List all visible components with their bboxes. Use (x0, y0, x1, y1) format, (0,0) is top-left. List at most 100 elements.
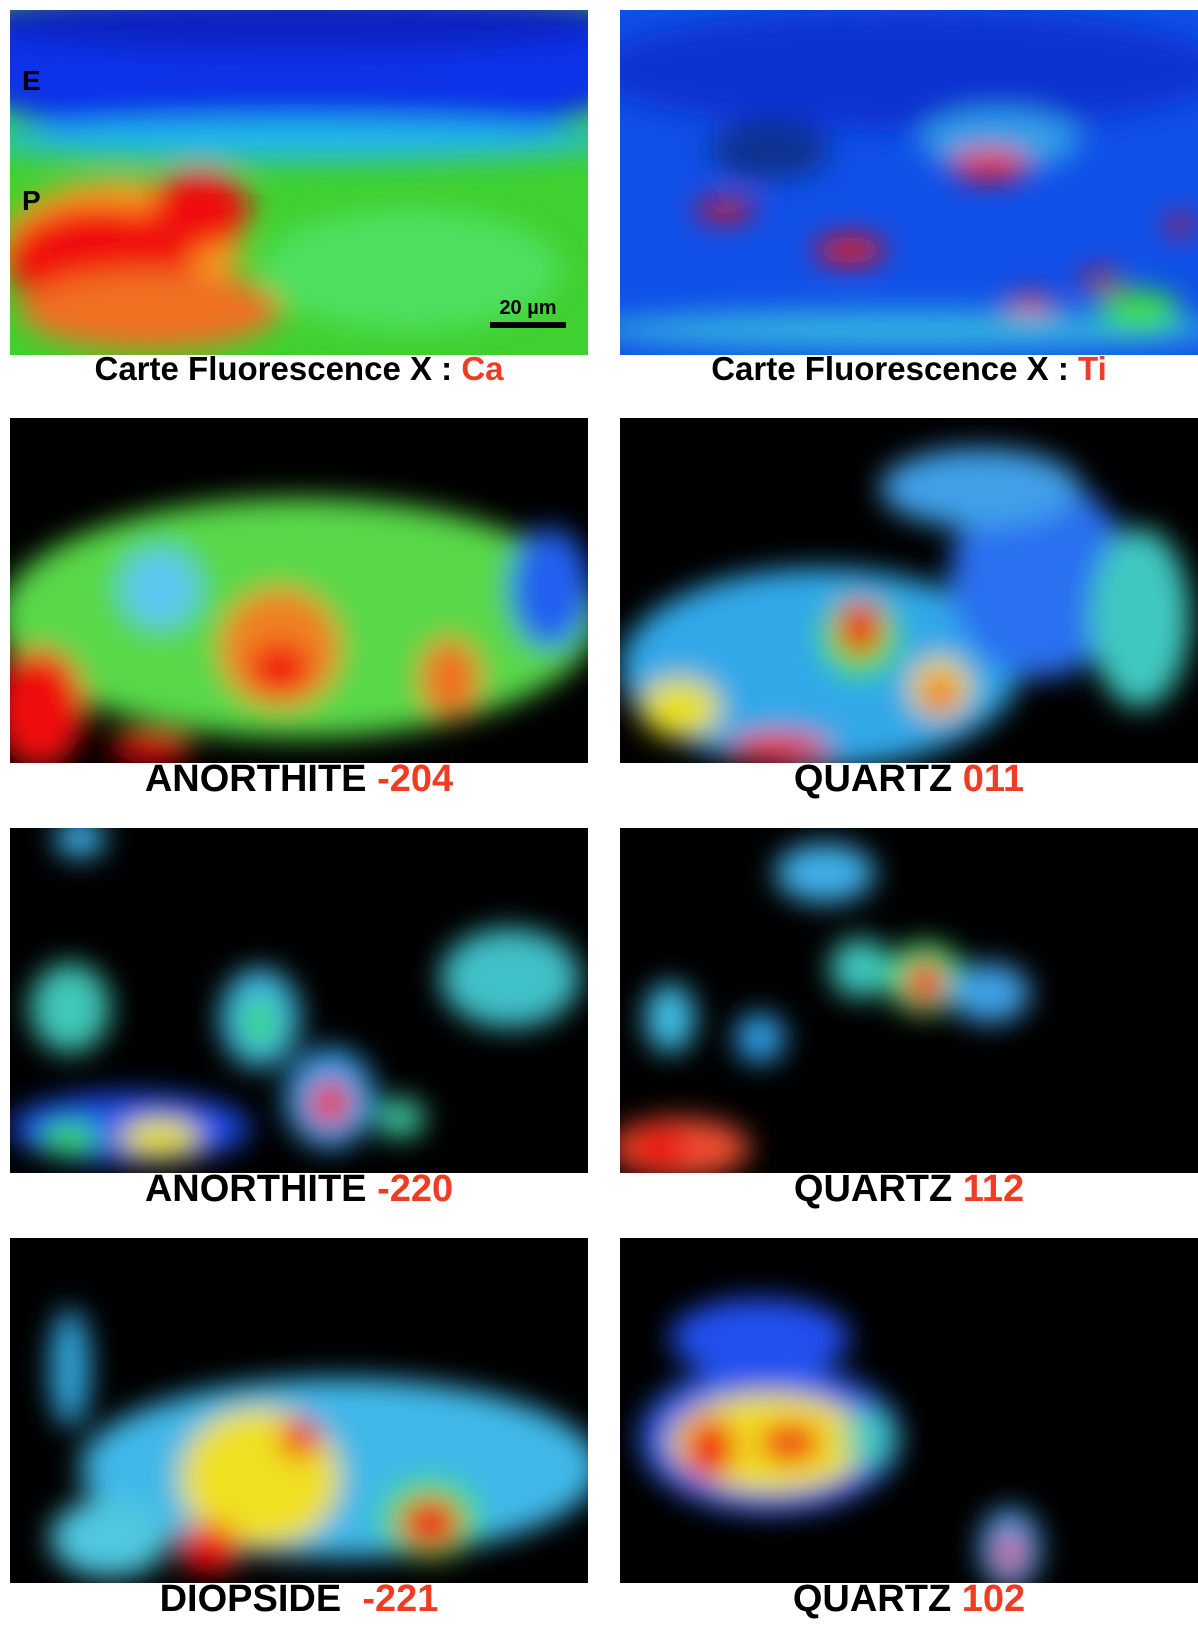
intensity-blob (55, 828, 105, 858)
caption-highlight: 011 (962, 758, 1025, 800)
map-blobs (10, 10, 588, 350)
intensity-blob (735, 1013, 785, 1063)
intensity-blob (10, 648, 85, 763)
caption: ANORTHITE -204 (10, 758, 588, 801)
map-blobs (620, 448, 1190, 763)
caption-text: DIOPSIDE (159, 1578, 363, 1620)
caption-highlight: 112 (962, 1168, 1025, 1210)
intensity-blob (695, 200, 755, 220)
map-panel (620, 418, 1198, 763)
intensity-blob (1100, 290, 1180, 330)
scale-label: 20 µm (499, 297, 557, 319)
intensity-blob (1005, 295, 1055, 315)
map-blobs (10, 828, 580, 1163)
intensity-blob (640, 678, 720, 738)
map-blobs (10, 498, 588, 763)
intensity-blob (710, 120, 830, 180)
intensity-blob (950, 478, 1130, 678)
map-blobs (620, 843, 1030, 1173)
intensity-blob (880, 448, 1080, 528)
caption-highlight: Ca (461, 350, 504, 387)
intensity-blob (920, 110, 1080, 170)
intensity-blob (440, 928, 580, 1028)
caption: QUARTZ 102 (620, 1578, 1198, 1621)
caption: QUARTZ 112 (620, 1168, 1198, 1211)
caption-text: Carte Fluorescence X : (94, 350, 462, 387)
intensity-blob (250, 643, 310, 693)
map-image (10, 828, 588, 1173)
intensity-blob (40, 1123, 100, 1153)
intensity-blob (775, 843, 875, 903)
caption: Carte Fluorescence X : Ca (10, 350, 588, 388)
scale-bar: 20 µm (490, 297, 566, 328)
map-image (10, 10, 588, 355)
intensity-blob (1090, 528, 1190, 708)
intensity-blob (50, 1308, 90, 1428)
intensity-blob (830, 938, 890, 998)
caption-text: ANORTHITE (144, 758, 378, 800)
intensity-blob (110, 733, 190, 763)
caption: QUARTZ 011 (620, 758, 1198, 801)
intensity-blob (645, 983, 695, 1053)
caption: Carte Fluorescence X : Ti (620, 350, 1198, 388)
caption-highlight: -221 (362, 1578, 439, 1620)
caption-text: QUARTZ (793, 758, 963, 800)
intensity-blob (120, 1118, 200, 1158)
intensity-blob (150, 170, 250, 250)
map-panel (620, 1238, 1198, 1583)
intensity-blob (120, 548, 200, 628)
map-image (620, 1238, 1198, 1583)
intensity-blob (246, 1001, 274, 1045)
map-panel (10, 418, 588, 763)
intensity-blob (180, 1523, 240, 1573)
scale-line (490, 322, 566, 328)
caption-highlight: Ti (1078, 350, 1107, 387)
intensity-blob (30, 963, 110, 1053)
intensity-blob (760, 1423, 820, 1463)
caption-text: QUARTZ (792, 1578, 962, 1620)
intensity-blob (845, 1408, 895, 1468)
intensity-blob (20, 270, 280, 350)
intensity-blob (620, 10, 1198, 130)
map-panel (10, 1238, 588, 1583)
intensity-blob (400, 1498, 460, 1548)
map-blobs (50, 1308, 588, 1578)
intensity-blob (630, 1128, 690, 1168)
caption-highlight: -220 (377, 1168, 454, 1210)
caption-text: ANORTHITE (144, 1168, 378, 1210)
intensity-blob (260, 210, 560, 330)
map-panel (10, 10, 588, 355)
map-image (10, 418, 588, 763)
intensity-blob (838, 600, 882, 656)
caption-text: Carte Fluorescence X : (711, 350, 1079, 387)
caption-highlight: -204 (377, 758, 454, 800)
intensity-blob (1000, 1531, 1020, 1575)
region-label: P (22, 185, 41, 216)
intensity-blob (10, 118, 588, 162)
region-label: E (22, 65, 41, 96)
intensity-blob (10, 10, 588, 50)
intensity-blob (280, 1418, 320, 1458)
intensity-blob (670, 1298, 850, 1378)
intensity-blob (950, 150, 1030, 180)
map-image (10, 1238, 588, 1583)
map-image (620, 418, 1198, 763)
map-image (620, 828, 1198, 1173)
intensity-blob (950, 963, 1030, 1023)
intensity-blob (925, 675, 955, 711)
map-blobs (640, 1298, 1040, 1583)
intensity-blob (620, 568, 1020, 763)
intensity-blob (50, 1498, 170, 1578)
caption: ANORTHITE -220 (10, 1168, 588, 1211)
map-panel (620, 10, 1198, 355)
intensity-blob (1165, 217, 1195, 233)
map-panel (10, 828, 588, 1173)
caption: DIOPSIDE -221 (10, 1578, 588, 1621)
map-blobs (620, 10, 1198, 350)
intensity-blob (905, 961, 945, 1005)
intensity-blob (510, 528, 588, 648)
caption-text: QUARTZ (793, 1168, 963, 1210)
map-panel (620, 828, 1198, 1173)
map-image (620, 10, 1198, 355)
intensity-blob (730, 733, 830, 763)
